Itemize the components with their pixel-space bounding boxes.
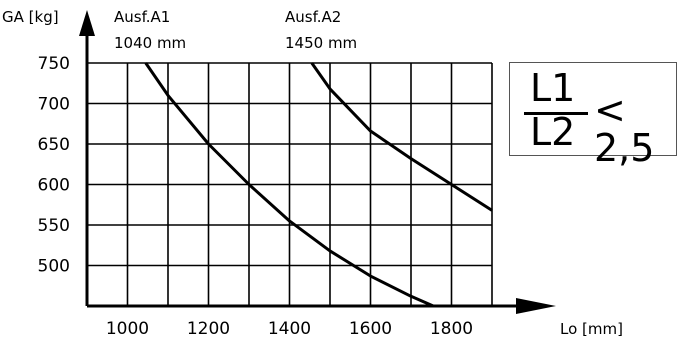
series-sublabel-1: 1040 mm: [114, 34, 186, 52]
y-tick-label: 500: [38, 257, 70, 277]
x-tick-label: 1400: [268, 319, 311, 339]
axis-and-series-labels: GA [kg] Lo [mm] Ausf.A1 1040 mm Ausf.A2 1450 …: [2, 8, 623, 338]
tick-labels: 1000 1200 1400 1600 1800 500 550 600 650 700 750: [38, 54, 474, 339]
x-axis-title: Lo [mm]: [560, 320, 623, 338]
ratio-annotation: L1 L2 < 2,5: [509, 62, 677, 167]
series-line-2: [310, 62, 493, 212]
grid: [87, 62, 493, 306]
x-tick-label: 1800: [430, 319, 473, 339]
ratio-numerator: L1: [530, 66, 576, 110]
ratio-denominator: L2: [530, 110, 576, 154]
series-lines: [144, 62, 493, 308]
series-sublabel-2: 1450 mm: [285, 34, 357, 52]
y-tick-label: 650: [38, 135, 70, 155]
fraction-bar: [524, 112, 588, 115]
x-tick-label: 1000: [106, 319, 149, 339]
x-tick-label: 1600: [349, 319, 392, 339]
y-tick-label: 550: [38, 216, 70, 236]
series-line-1: [144, 62, 434, 308]
y-axis-title: GA [kg]: [2, 8, 59, 26]
axes: [79, 10, 556, 314]
x-axis-arrow: [516, 298, 556, 314]
y-tick-label: 750: [38, 54, 70, 74]
y-tick-label: 600: [38, 176, 70, 196]
series-label-1: Ausf.A1: [114, 8, 170, 26]
y-tick-label: 700: [38, 95, 70, 115]
series-label-2: Ausf.A2: [285, 8, 341, 26]
x-tick-label: 1200: [187, 319, 230, 339]
ratio-relation: < 2,5: [594, 88, 655, 170]
y-axis-arrow: [79, 10, 95, 36]
